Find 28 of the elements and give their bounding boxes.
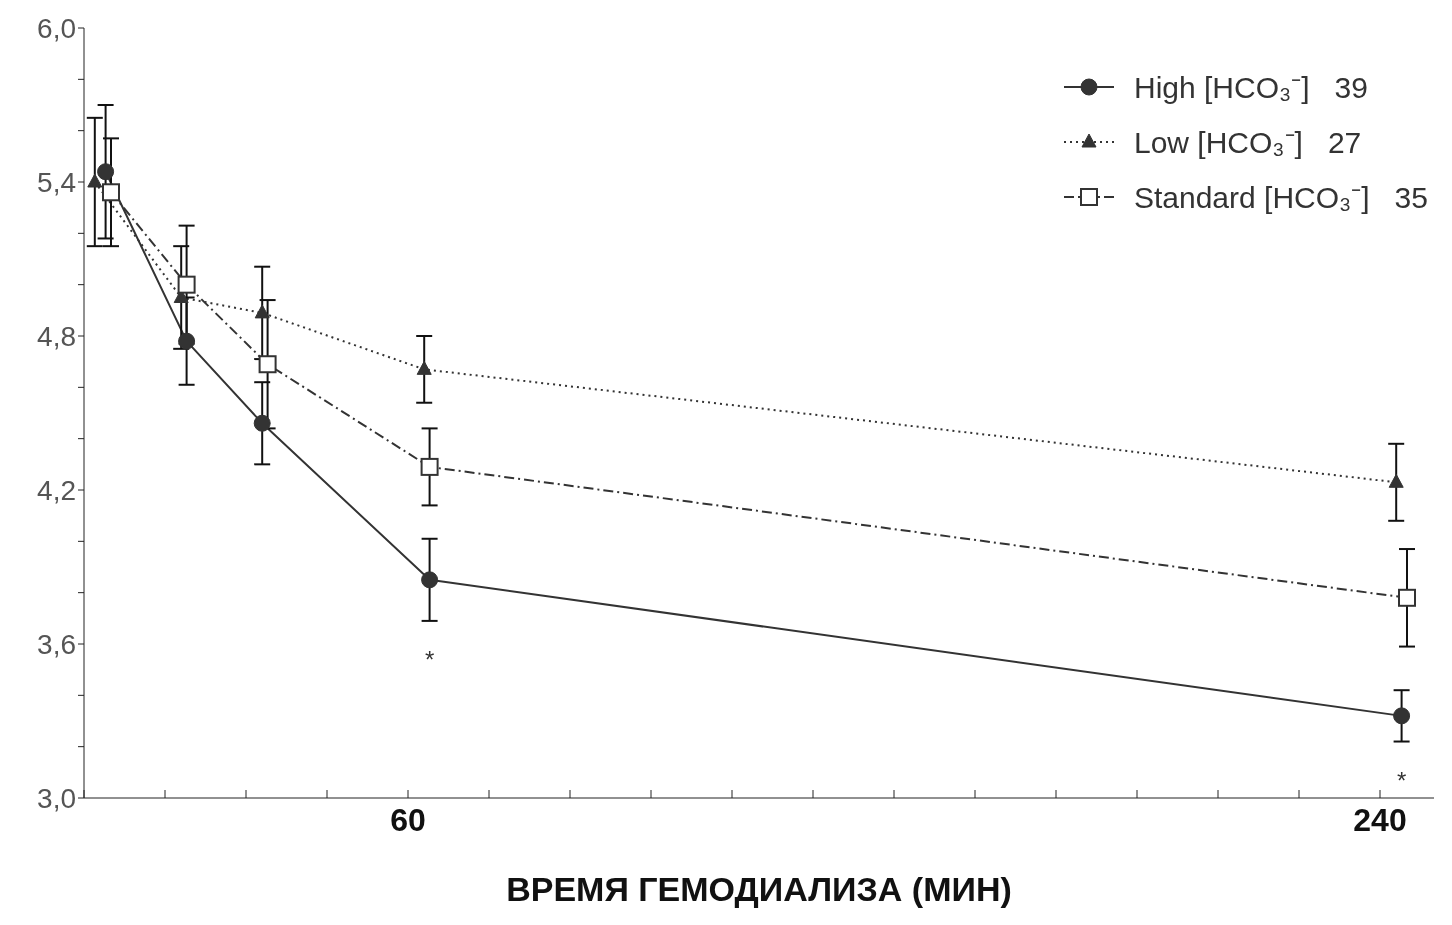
x-tick-label: 60 (390, 801, 426, 838)
annotation: * (424, 645, 435, 673)
point (254, 304, 270, 319)
point (87, 173, 103, 188)
y-tick-label: 4,2 (37, 474, 76, 506)
legend-label: High [HCO₃⁻] 39 (1133, 70, 1368, 106)
point (177, 275, 196, 294)
x-axis-title: ВРЕМЯ ГЕМОДИАЛИЗА (МИН) (506, 870, 1012, 908)
y-tick-label: 4,8 (37, 320, 76, 352)
point (1388, 473, 1404, 488)
legend-label: Low [HCO₃⁻] 27 (1133, 125, 1362, 161)
point (253, 414, 271, 432)
annotation: * (1396, 766, 1407, 794)
point (420, 457, 439, 476)
y-tick-label: 5,4 (37, 166, 76, 198)
point (102, 183, 120, 202)
x-tick-label: 240 (1353, 801, 1407, 838)
y-tick-label: 3,6 (37, 628, 76, 660)
y-tick-label: 6,0 (37, 12, 76, 44)
point (416, 360, 432, 375)
point (1398, 588, 1416, 607)
point (97, 163, 115, 181)
point (178, 332, 196, 350)
legend-label: Standard [HCO₃⁻] 35 (1133, 180, 1428, 216)
point (421, 571, 439, 589)
point (1393, 707, 1411, 725)
point (258, 355, 277, 374)
y-tick-label: 3,0 (37, 782, 76, 814)
